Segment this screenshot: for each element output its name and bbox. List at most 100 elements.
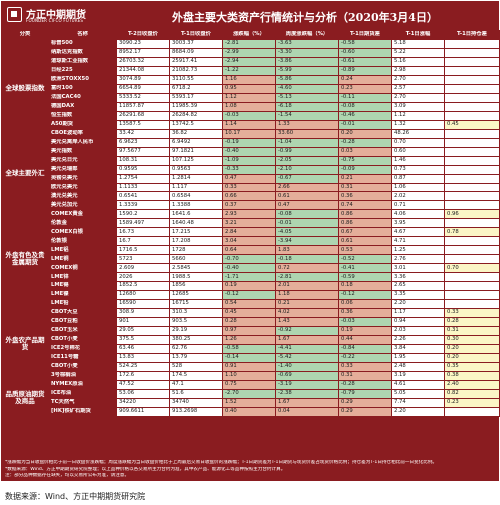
table-header: 分类 名称 T-2日收盘价 T-1日收盘价 涨跌幅（%） 周度涨跌幅（%） T-1日期货差 T…: [1, 30, 500, 40]
basis-spread-cell: 0.29: [338, 397, 392, 408]
daily-change-cell: 0.91: [222, 361, 276, 372]
prev-close-cell: 33.42: [116, 128, 170, 139]
prev-close-cell: 308.9: [116, 308, 170, 319]
daily-change-cell: 1.14: [222, 119, 276, 130]
daily-change-cell: -0.58: [222, 343, 276, 354]
prev-close-cell: 26291.68: [116, 110, 170, 121]
prev-close-cell: 34220: [116, 397, 170, 408]
daily-change-cell: 1.52: [222, 397, 276, 408]
weekly-change-cell: 2.01: [275, 281, 339, 292]
prev-close-cell: 16590: [116, 299, 170, 310]
daily-change-cell: -0.33: [222, 164, 276, 175]
prev-close-cell: 0.9595: [116, 164, 170, 175]
table-row: 伦敦银 16.7 17.208 3.04 -3.94 0.61 4.71: [2, 236, 500, 247]
prev-close-cell: 6654.89: [116, 83, 170, 94]
position-change-cell: [444, 200, 500, 211]
daily-range-cell: 2.20: [391, 406, 445, 417]
daily-range-cell: 2.26: [391, 334, 445, 345]
prev-close-cell: 16.7: [116, 236, 170, 247]
table-row: CBOE波动率 33.42 36.82 10.17 33.60 0.20 48.26: [2, 128, 500, 139]
daily-change-cell: 0.47: [222, 173, 276, 184]
last-close-cell: 97.1821: [169, 146, 223, 157]
table-row: 纳斯达克指数 8952.17 8684.09 -2.99 -3.30 -0.60 5.22: [2, 47, 500, 58]
position-change-cell: 0.20: [444, 352, 500, 363]
column-header: 涨跌幅（%）: [222, 30, 276, 40]
asset-name-cell: 德国DAX: [48, 101, 117, 112]
basis-spread-cell: -0.01: [338, 119, 392, 130]
prev-close-cell: 13.83: [116, 352, 170, 363]
column-header: T-1日期货差: [338, 30, 392, 40]
table-row: LME铜 5723 5660 -0.70 -0.18 -0.52 2.76: [2, 254, 500, 265]
position-change-cell: [444, 182, 500, 193]
asset-name-cell: 美元兑日元: [48, 155, 117, 166]
table-row: LME锡 1852.5 1856 0.19 2.01 0.18 2.65: [2, 281, 500, 292]
daily-change-cell: 0.54: [222, 299, 276, 310]
daily-range-cell: 4.61: [391, 379, 445, 390]
basis-spread-cell: -0.59: [338, 272, 392, 283]
basis-spread-cell: -0.84: [338, 343, 392, 354]
basis-spread-cell: -0.28: [338, 137, 392, 148]
asset-name-cell: 日经225: [48, 65, 117, 76]
asset-name-cell: ICE11号糖: [48, 352, 117, 363]
basis-spread-cell: 0.29: [338, 406, 392, 417]
asset-name-cell: ICE2号棉花: [48, 343, 117, 354]
position-change-cell: [444, 83, 500, 94]
weekly-change-cell: -6.18: [275, 101, 339, 112]
prev-close-cell: 524.25: [116, 361, 170, 372]
table-row: 日经225 21344.08 21082.73 -1.22 -5.99 -0.89 2.98: [2, 65, 500, 76]
daily-change-cell: 1.08: [222, 101, 276, 112]
weekly-change-cell: -5.86: [275, 74, 339, 85]
table-row: COMEX白银 16.73 17.215 2.84 -4.05 0.67 4.67 0.78: [2, 227, 500, 238]
daily-change-cell: 1.16: [222, 74, 276, 85]
daily-range-cell: 0.94: [391, 317, 445, 327]
daily-change-cell: 0.28: [222, 317, 276, 327]
position-change-cell: 0.23: [444, 397, 500, 408]
table-row: [HK]铁矿石期货 909.6611 913.2698 0.40 0.04 0.29 2.2…: [2, 406, 500, 417]
weekly-change-cell: 2.66: [275, 182, 339, 193]
weekly-change-cell: 0.21: [275, 299, 339, 310]
prev-close-cell: 2.609: [116, 263, 170, 274]
daily-range-cell: 2.02: [391, 191, 445, 202]
basis-spread-cell: -0.28: [338, 379, 392, 390]
table-row: 美元指数 97.5677 97.1821 -0.40 -0.99 0.03 0.60: [2, 146, 500, 157]
position-change-cell: [444, 281, 500, 292]
position-change-cell: 0.70: [444, 263, 500, 274]
table-row: A50期货 13587.5 13742.5 1.14 1.33 -0.01 1.32 0.45: [2, 119, 500, 130]
table-row: 全球股票指数 标普500 3090.23 3003.37 -2.81 -3.63 -0.58…: [1, 39, 500, 139]
position-change-cell: [444, 245, 500, 256]
last-close-cell: 107.125: [169, 155, 223, 166]
daily-range-cell: 1.25: [391, 245, 445, 256]
basis-spread-cell: 0.61: [338, 236, 392, 247]
weekly-change-cell: -0.99: [275, 146, 339, 157]
weekly-change-cell: 1.18: [275, 290, 339, 301]
asset-name-cell: ICE布油: [48, 388, 117, 399]
column-header: 分类: [1, 30, 49, 40]
table-row: LME镍 12680 12685 -0.12 1.18 -0.12 3.35: [2, 290, 500, 301]
last-close-cell: 8684.09: [169, 47, 223, 58]
daily-change-cell: -0.70: [222, 254, 276, 265]
weekly-change-cell: 0.72: [275, 263, 339, 274]
daily-change-cell: 2.93: [222, 209, 276, 220]
daily-change-cell: 1.26: [222, 334, 276, 345]
company-logo: 方正中期期货 FOUNDER CIFCO FUTURES: [7, 6, 105, 26]
prev-close-cell: 47.52: [116, 379, 170, 390]
table-row: 全球主要外汇 美元兑离岸人民币 6.9623 6.9492 -0.19 -1.04 -0.2…: [1, 137, 500, 211]
basis-spread-cell: -0.09: [338, 164, 392, 175]
weekly-change-cell: -4.05: [275, 227, 339, 238]
daily-change-cell: 0.37: [222, 200, 276, 211]
daily-range-cell: 0.70: [391, 137, 445, 148]
daily-range-cell: 1.17: [391, 308, 445, 319]
position-change-cell: 0.45: [444, 119, 500, 130]
prev-close-cell: 5333.52: [116, 92, 170, 103]
position-change-cell: [444, 92, 500, 103]
asset-name-cell: CBOT小麦: [48, 361, 117, 372]
last-close-cell: 12685: [169, 290, 223, 301]
asset-name-cell: LME铅: [48, 299, 117, 310]
daily-range-cell: 1.12: [391, 110, 445, 121]
weekly-change-cell: 0.61: [275, 191, 339, 202]
prev-close-cell: 909.6611: [116, 406, 170, 417]
logo-mark-icon: [7, 7, 22, 22]
basis-spread-cell: -0.60: [338, 47, 392, 58]
daily-change-cell: 0.75: [222, 379, 276, 390]
asset-name-cell: 欧洲STOXX50: [48, 74, 117, 85]
